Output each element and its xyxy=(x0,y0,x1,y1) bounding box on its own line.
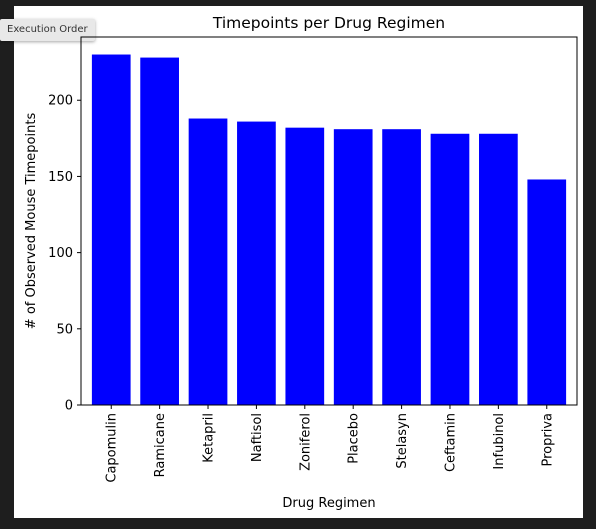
plot-area-frame xyxy=(80,36,578,406)
x-tick-label-propriva: Propriva xyxy=(540,413,555,467)
bar-zoniferol xyxy=(285,127,325,406)
x-tick-label-stelasyn: Stelasyn xyxy=(395,413,410,469)
execution-order-tooltip: Execution Order xyxy=(0,19,95,41)
y-tick-label: 150 xyxy=(48,170,73,185)
x-tick-label-capomulin: Capomulin xyxy=(105,413,120,483)
y-tick-label: 0 xyxy=(65,399,73,414)
bar-ceftamin xyxy=(430,133,470,405)
x-tick-label-ketapril: Ketapril xyxy=(202,413,217,463)
y-tick-label: 50 xyxy=(56,322,73,337)
x-axis-label: Drug Regimen xyxy=(282,496,375,511)
bar-ramicane xyxy=(140,57,179,405)
x-tick-label-infubinol: Infubinol xyxy=(492,413,507,470)
bar-propriva xyxy=(527,179,567,405)
bar-stelasyn xyxy=(382,129,421,405)
bar-naftisol xyxy=(237,121,276,406)
x-tick-label-placebo: Placebo xyxy=(347,413,362,464)
bar-capomulin xyxy=(91,54,131,406)
bar-placebo xyxy=(333,129,373,405)
x-tick-label-ceftamin: Ceftamin xyxy=(443,413,458,472)
bar-infubinol xyxy=(479,133,518,405)
y-axis-label: # of Observed Mouse Timepoints xyxy=(24,113,39,330)
y-tick-label: 200 xyxy=(48,94,73,109)
x-tick-label-ramicane: Ramicane xyxy=(153,413,168,477)
x-tick-label-naftisol: Naftisol xyxy=(250,413,265,462)
bar-ketapril xyxy=(188,118,228,406)
y-tick-label: 100 xyxy=(48,246,73,261)
x-tick-label-zoniferol: Zoniferol xyxy=(298,413,313,471)
chart-title: Timepoints per Drug Regimen xyxy=(212,14,445,32)
